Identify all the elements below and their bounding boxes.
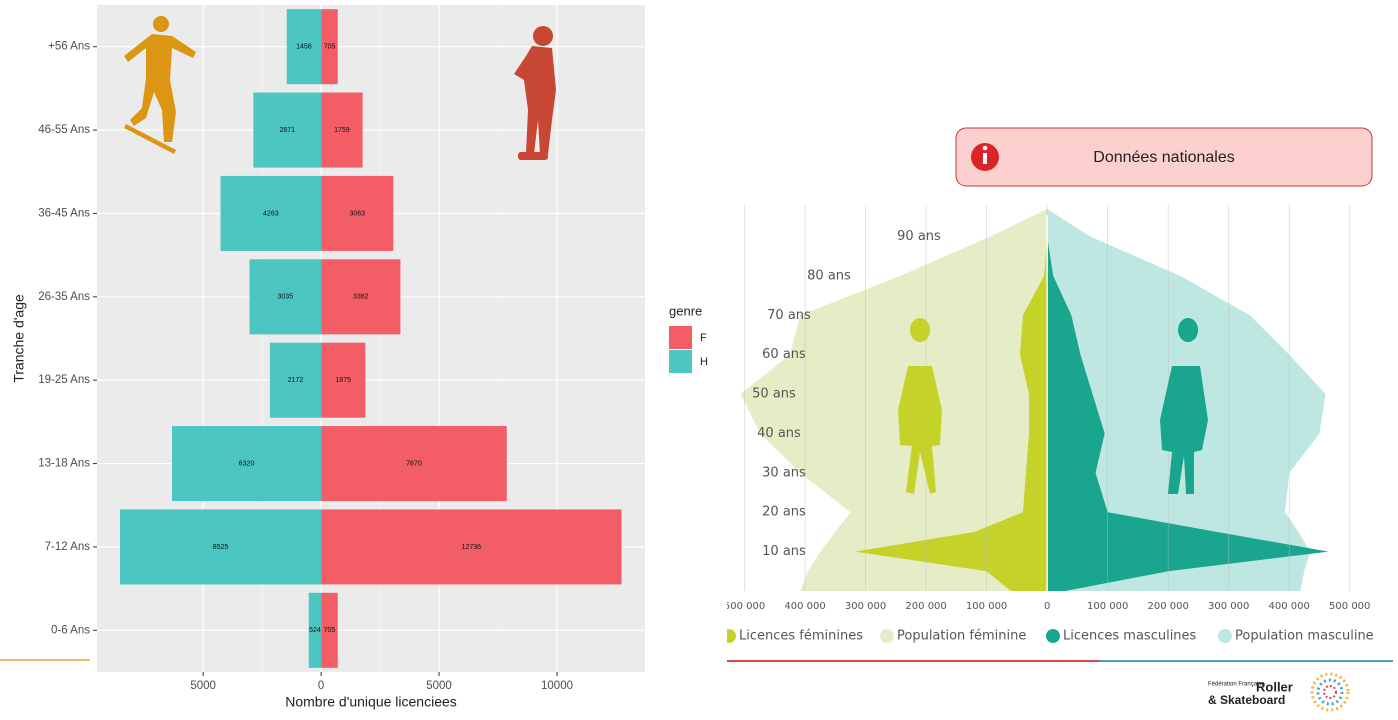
bar xyxy=(253,92,322,168)
bar xyxy=(321,592,338,668)
y-tick-label: 10 ans xyxy=(762,544,806,559)
y-axis-title: Tranche d'age xyxy=(11,294,27,383)
bar xyxy=(286,9,322,85)
info-icon xyxy=(982,145,988,151)
bar xyxy=(321,259,401,335)
person-icon xyxy=(1160,318,1208,494)
value-label: 3362 xyxy=(353,294,369,301)
y-tick-label: 90 ans xyxy=(897,229,941,244)
legend-label: Licences féminines xyxy=(739,629,863,644)
x-tick-label: 100 000 xyxy=(1087,601,1128,612)
bar xyxy=(120,509,322,585)
y-tick-label: 19-25 Ans xyxy=(38,374,90,386)
value-label: 524 xyxy=(309,627,321,634)
x-tick-label: 400 000 xyxy=(784,601,825,612)
y-tick-label: 30 ans xyxy=(762,465,806,480)
legend-swatch xyxy=(880,629,894,643)
y-tick-label: +56 Ans xyxy=(48,41,90,53)
bar xyxy=(321,509,622,585)
person-icon xyxy=(898,318,942,494)
bar xyxy=(321,9,338,85)
left-chart: 5000 0 5000 10000 0-6 Ans 7-12 Ans 13-18 Ans 19… xyxy=(11,5,708,710)
y-tick-label: 70 ans xyxy=(767,308,811,323)
y-tick-label: 20 ans xyxy=(762,505,806,520)
x-tick-label: 500 000 xyxy=(1329,601,1370,612)
bar xyxy=(308,592,322,668)
y-tick-label: 80 ans xyxy=(807,268,851,283)
area xyxy=(1047,208,1329,591)
bar xyxy=(172,426,322,502)
value-label: 3035 xyxy=(278,294,294,301)
value-label: 1458 xyxy=(296,44,312,51)
bar xyxy=(321,426,507,502)
info-icon xyxy=(983,153,987,164)
right-chart-labels: Licences féminines Population féminine Lic… xyxy=(727,629,1374,644)
value-label: 705 xyxy=(324,44,336,51)
x-tick-label: 5000 xyxy=(190,680,216,692)
value-label: 2871 xyxy=(279,127,295,134)
bar xyxy=(321,92,363,168)
legend-label: H xyxy=(700,356,708,368)
legend-swatch xyxy=(669,350,692,373)
x-tick-label: 200 000 xyxy=(905,601,946,612)
value-label: 705 xyxy=(324,627,336,634)
bar xyxy=(249,259,322,335)
value-label: 7870 xyxy=(406,460,422,467)
value-label: 1875 xyxy=(335,377,351,384)
y-tick-label: 60 ans xyxy=(762,347,806,362)
x-tick-label: 5000 xyxy=(426,680,452,692)
logo-text: & Skateboard xyxy=(1208,693,1285,707)
y-tick-label: 46-55 Ans xyxy=(38,124,90,136)
bar xyxy=(269,342,322,418)
banner-title: Données nationales xyxy=(1093,149,1234,166)
area xyxy=(855,208,1048,591)
legend-label: Population masculine xyxy=(1235,629,1374,644)
value-label: 4263 xyxy=(263,210,279,217)
bar xyxy=(321,342,366,418)
bar xyxy=(220,175,322,251)
y-tick-label: 36-45 Ans xyxy=(38,207,90,219)
x-tick-label: 500 000 xyxy=(724,601,765,612)
legend-title: genre xyxy=(669,303,702,318)
skater-icon xyxy=(124,16,196,154)
y-tick-label: 50 ans xyxy=(752,387,796,402)
bar xyxy=(321,175,394,251)
legend-swatch xyxy=(1218,629,1232,643)
y-tick-label: 26-35 Ans xyxy=(38,291,90,303)
value-label: 12736 xyxy=(462,544,482,551)
y-tick-label: 7-12 Ans xyxy=(45,541,91,553)
legend-label: F xyxy=(700,332,707,344)
value-label: 2172 xyxy=(288,377,304,384)
x-axis-title: Nombre d'unique licenciees xyxy=(285,694,457,710)
x-tick-label: 300 000 xyxy=(1208,601,1249,612)
legend-swatch xyxy=(669,326,692,349)
x-tick-label: 0 xyxy=(1044,601,1050,612)
y-tick-label: 40 ans xyxy=(757,426,801,441)
x-tick-label: 400 000 xyxy=(1269,601,1310,612)
x-tick-label: 0 xyxy=(318,680,324,692)
logo-mark xyxy=(1310,672,1350,712)
area xyxy=(740,208,1048,591)
x-tick-label: 200 000 xyxy=(1148,601,1189,612)
value-label: 3063 xyxy=(349,210,365,217)
value-label: 8525 xyxy=(213,544,229,551)
logo-text: Roller xyxy=(1256,679,1293,694)
x-tick-label: 300 000 xyxy=(845,601,886,612)
legend-swatch xyxy=(727,629,736,643)
y-tick-label: 0-6 Ans xyxy=(51,624,90,636)
legend-label: Population féminine xyxy=(897,629,1026,644)
y-tick-label: 13-18 Ans xyxy=(38,458,90,470)
value-label: 6320 xyxy=(239,460,255,467)
x-tick-label: 10000 xyxy=(541,680,573,692)
right-chart: 500 000 400 000 300 000 200 000 100 000 0 100 … xyxy=(724,205,1370,612)
x-tick-label: 100 000 xyxy=(966,601,1007,612)
value-label: 1759 xyxy=(334,127,350,134)
legend-label: Licences masculines xyxy=(1063,629,1197,644)
legend-swatch xyxy=(1046,629,1060,643)
logo-text: Fédération Française xyxy=(1208,682,1265,688)
skater-icon xyxy=(514,26,556,160)
banner xyxy=(955,127,1373,187)
